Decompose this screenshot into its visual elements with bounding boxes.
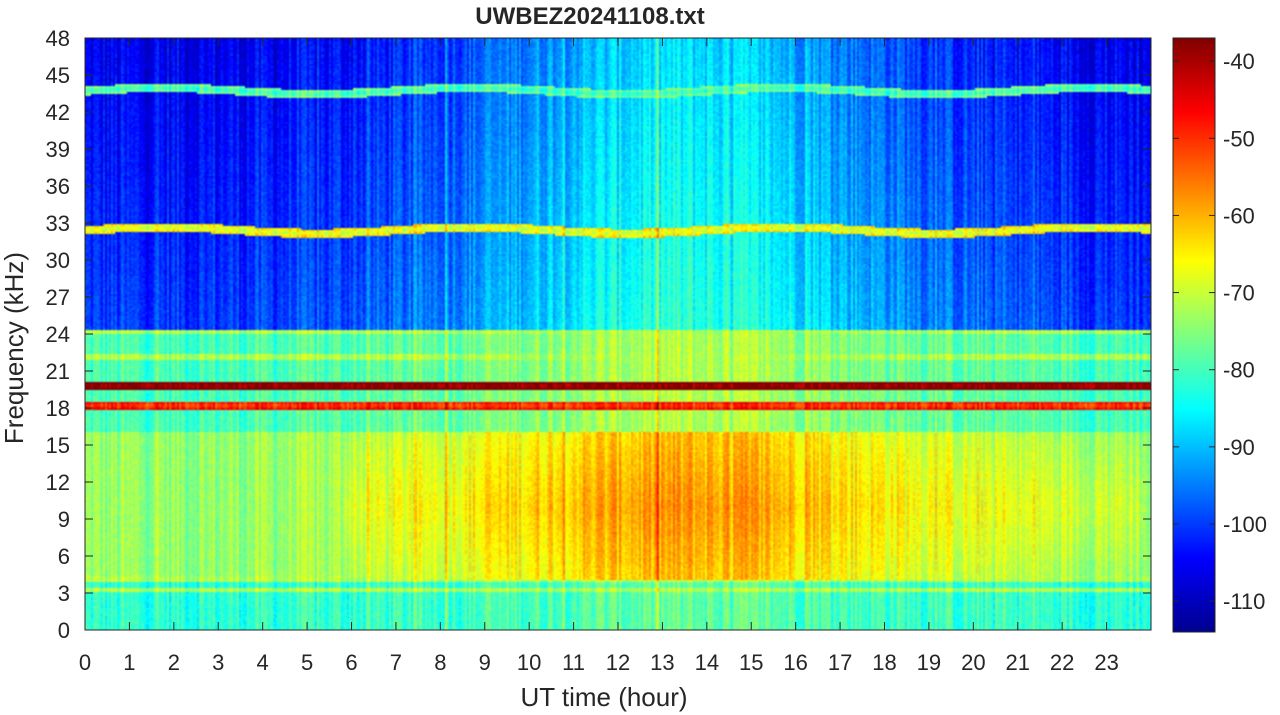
colorbar	[1172, 37, 1216, 633]
colorbar-tick-label: -100	[1223, 512, 1267, 537]
x-tick-label: 16	[783, 650, 807, 675]
colorbar-tick-label: -90	[1223, 435, 1255, 460]
x-tick-label: 18	[872, 650, 896, 675]
y-tick-label: 9	[58, 507, 70, 532]
y-tick-label: 27	[46, 285, 70, 310]
colorbar-tick-label: -80	[1223, 358, 1255, 383]
y-tick-label: 42	[46, 100, 70, 125]
x-tick-label: 1	[123, 650, 135, 675]
colorbar-tick-label: -70	[1223, 281, 1255, 306]
x-tick-label: 5	[301, 650, 313, 675]
chart-title: UWBEZ20241108.txt	[475, 3, 704, 30]
y-tick-label: 18	[46, 396, 70, 421]
x-tick-label: 3	[212, 650, 224, 675]
x-tick-label: 13	[650, 650, 674, 675]
y-tick-label: 45	[46, 63, 70, 88]
x-tick-label: 6	[345, 650, 357, 675]
y-tick-label: 3	[58, 581, 70, 606]
x-tick-label: 14	[695, 650, 719, 675]
x-tick-label: 15	[739, 650, 763, 675]
y-tick-label: 6	[58, 544, 70, 569]
y-tick-label: 39	[46, 137, 70, 162]
colorbar-tick-label: -110	[1223, 589, 1265, 614]
colorbar-tick-label: -40	[1223, 49, 1255, 74]
x-tick-label: 17	[828, 650, 852, 675]
x-tick-label: 8	[434, 650, 446, 675]
colorbar-ticks: -40 -50 -60 -70 -80 -90 -100 -110	[1173, 49, 1267, 614]
y-tick-label: 0	[58, 618, 70, 643]
x-tick-label: 22	[1050, 650, 1074, 675]
x-tick-label: 2	[168, 650, 180, 675]
y-tick-label: 15	[46, 433, 70, 458]
x-tick-label: 23	[1094, 650, 1118, 675]
heatmap-container	[85, 38, 1151, 630]
x-tick-label: 10	[517, 650, 541, 675]
x-tick-label: 4	[257, 650, 269, 675]
x-tick-label: 19	[917, 650, 941, 675]
y-tick-label: 30	[46, 248, 70, 273]
x-axis: 0 1 2 3 4 5 6 7 8 9 10 11 12 13 14 15 16 17 18 19 20 21 22 23	[79, 38, 1119, 675]
colorbar-tick-label: -60	[1223, 203, 1255, 228]
y-tick-label: 24	[46, 322, 70, 347]
x-tick-label: 11	[562, 650, 585, 675]
y-tick-label: 21	[46, 359, 70, 384]
x-tick-label: 21	[1006, 650, 1030, 675]
y-tick-label: 36	[46, 174, 70, 199]
x-tick-label: 12	[606, 650, 630, 675]
x-tick-label: 0	[79, 650, 91, 675]
x-tick-label: 7	[390, 650, 402, 675]
colorbar-tick-label: -50	[1223, 126, 1255, 151]
y-axis-label: Frequency (kHz)	[0, 252, 29, 444]
y-tick-label: 48	[46, 26, 70, 51]
x-tick-label: 9	[479, 650, 491, 675]
x-axis-label: UT time (hour)	[520, 682, 687, 712]
y-tick-label: 12	[46, 470, 70, 495]
x-tick-label: 20	[961, 650, 985, 675]
heatmap-image	[85, 38, 1151, 630]
y-tick-label: 33	[46, 211, 70, 236]
